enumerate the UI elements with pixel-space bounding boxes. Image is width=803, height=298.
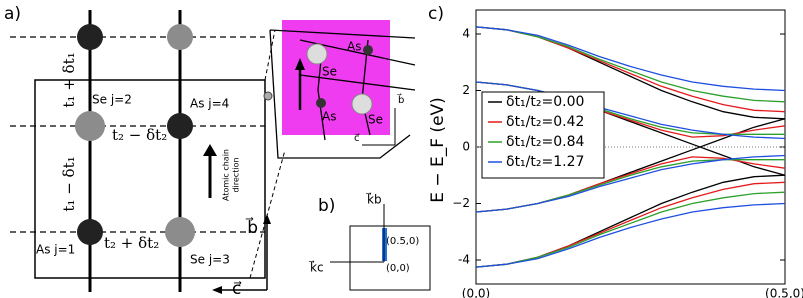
panel-label: a) [4, 4, 21, 24]
legend-label: δt₁/t₂=1.27 [506, 154, 584, 170]
axis-b: b⃗ [246, 216, 258, 238]
legend-label: δt₁/t₂=0.42 [506, 114, 584, 130]
atom-label: As [322, 110, 336, 124]
axis-c: c⃗ [232, 279, 242, 298]
atom-label: Se [368, 113, 383, 127]
as-atom [77, 219, 103, 245]
se-atom [351, 93, 373, 115]
legend-label: δt₁/t₂=0.84 [506, 134, 584, 150]
hopping: t₂ + δt₂ [104, 234, 159, 252]
band-line [475, 26, 786, 92]
site-label: As j=1 [36, 243, 75, 257]
axis-c: c⃗ [354, 133, 360, 144]
chain-text: direction [232, 157, 241, 192]
band-line [475, 174, 786, 268]
y-tick-label: 2 [462, 83, 470, 97]
atom [263, 91, 273, 101]
se-atom [306, 43, 328, 65]
panel-a: a) t₁ + δt₁ t₂ − δt₂ t₁ − δt₁ t₂ + δt₂ S… [4, 4, 286, 298]
panel-label: c) [428, 4, 444, 24]
band-line [475, 154, 786, 213]
axis-b: b⃗ [397, 93, 405, 106]
x-tick-label: (0.5,0) [765, 287, 803, 298]
axis-kb: k⃗b [366, 192, 382, 206]
point-label: (0,0) [386, 263, 410, 274]
hopping: t₁ + δt₁ [60, 52, 78, 107]
hopping: t₁ − δt₁ [60, 156, 78, 211]
arrow-head [295, 58, 305, 70]
se-atom [165, 217, 195, 247]
atom-label: As [347, 40, 361, 54]
y-tick-label: −2 [452, 196, 470, 210]
arrow-head [212, 286, 222, 294]
y-tick-label: 4 [462, 27, 470, 41]
chain-text: Atomic chain [222, 149, 231, 201]
band-line [475, 26, 786, 103]
atom-label: Se [322, 65, 337, 79]
as-atom [77, 24, 103, 50]
band-line [475, 202, 786, 268]
site-label: Se j=2 [92, 93, 132, 107]
cell-edge [269, 29, 416, 39]
y-axis-label: E − E_F (eV) [428, 97, 448, 203]
axis-kc: k⃗c [309, 260, 324, 274]
brillouin-zone [349, 225, 431, 291]
as-atom [363, 45, 373, 55]
band-line [475, 191, 786, 268]
zoom-line [249, 149, 286, 279]
legend [481, 91, 605, 179]
band-line [475, 181, 786, 268]
se-atom [167, 24, 193, 50]
as-atom [316, 98, 326, 108]
band-line [475, 81, 786, 140]
site-label: As j=4 [190, 97, 229, 111]
legend-label: δt₁/t₂=0.00 [506, 94, 584, 110]
as-atom [167, 113, 193, 139]
y-tick-label: 0 [462, 140, 470, 154]
x-tick-label: (0,0) [462, 287, 490, 298]
hopping: t₂ − δt₂ [112, 126, 167, 144]
zoom-line [264, 29, 276, 81]
panel-label: b) [318, 196, 335, 216]
point-label: (0.5,0) [386, 236, 419, 247]
panel-b: b) k⃗b k⃗c (0.5,0) (0,0) [309, 192, 431, 291]
cell-edge [269, 29, 411, 159]
se-atom [75, 111, 105, 141]
arrow-head [203, 144, 217, 156]
panel-c: c) E − E_F (eV) -4 −2 0 2 4 (0,0) (0.5,0) δt₁/t… [428, 4, 803, 298]
unit-cell [34, 79, 266, 279]
y-tick-label: -4 [458, 252, 470, 266]
cell-3d: As Se As Se b⃗ c⃗ [263, 20, 416, 159]
site-label: Se j=3 [190, 253, 230, 267]
